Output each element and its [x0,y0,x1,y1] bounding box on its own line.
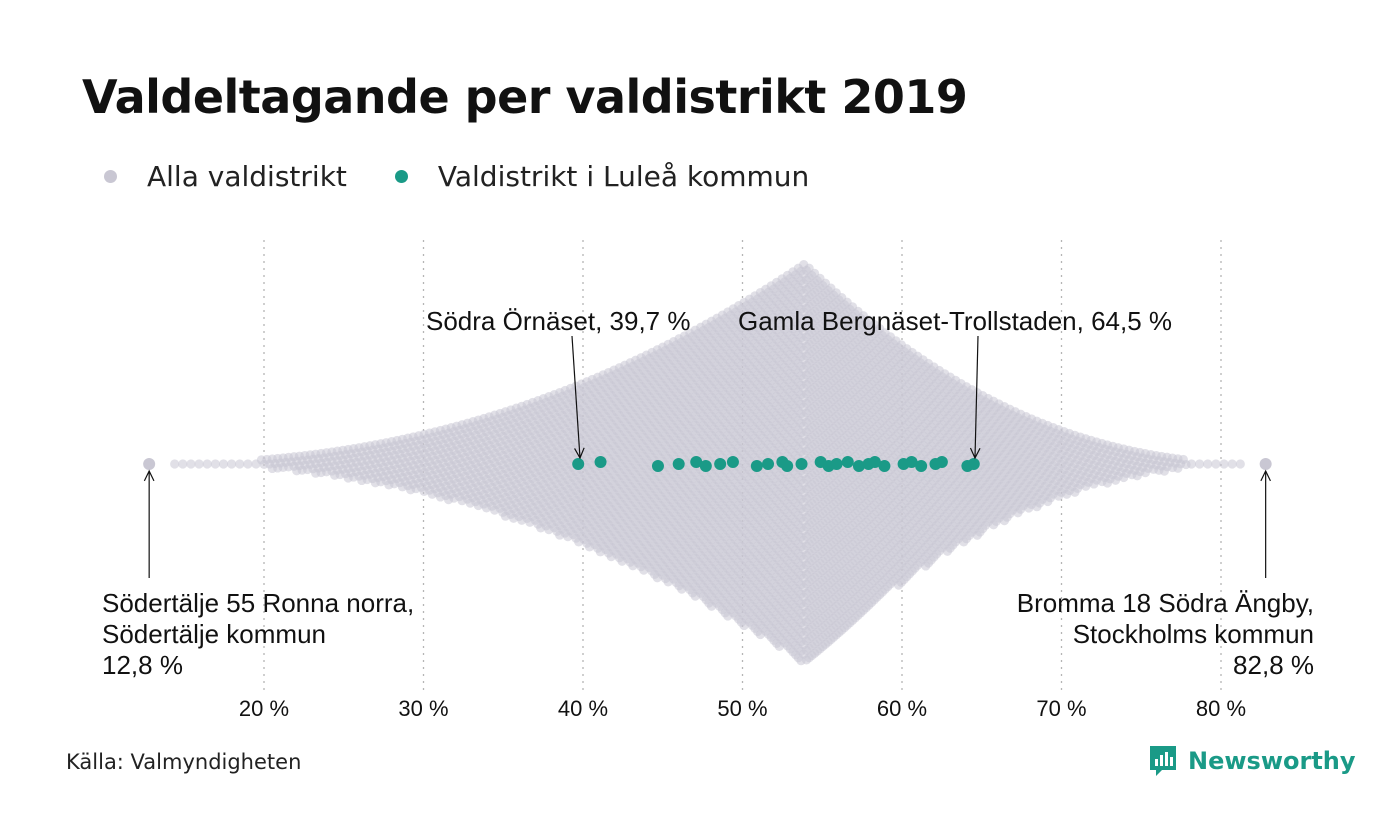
chart-title: Valdeltagande per valdistrikt 2019 [82,70,968,124]
district-point [210,459,220,469]
legend-item-all: Alla valdistrikt [104,160,347,193]
legend-label-all: Alla valdistrikt [147,160,347,193]
district-point [218,459,229,469]
legend-dot-lulea [394,170,408,183]
district-point [178,459,188,469]
legend: Alla valdistrikt Valdistrikt i Luleå kom… [104,160,857,193]
district-point [1259,458,1272,470]
district-point [186,459,196,469]
district-point [170,459,180,469]
district-point [243,459,253,469]
legend-label-lulea: Valdistrikt i Luleå kommun [437,160,810,193]
district-point [194,459,204,469]
legend-item-lulea: Valdistrikt i Luleå kommun [394,160,810,193]
legend-dot-all [104,170,117,183]
swarm-all-districts [143,260,1272,666]
district-point [202,459,212,469]
district-point [235,459,245,469]
district-point [227,459,237,469]
district-point [143,458,156,470]
